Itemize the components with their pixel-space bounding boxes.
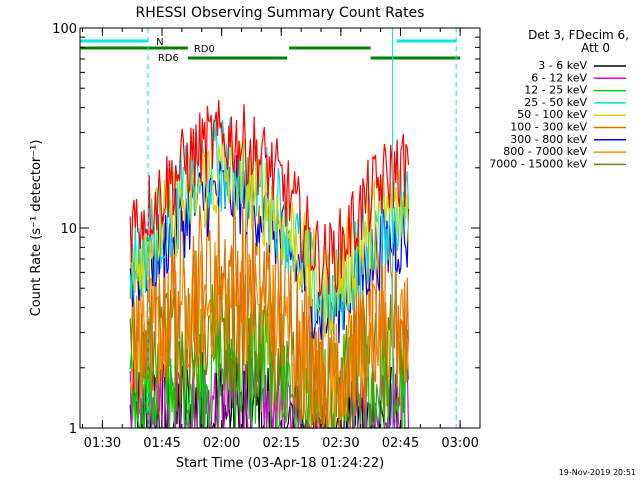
legend-label: 100 - 300 keV (510, 121, 587, 134)
x-tick-label: 02:30 (322, 436, 359, 451)
flag-label-rd6: RD6 (158, 53, 179, 64)
legend-label: 7000 - 15000 keV (489, 157, 587, 170)
y-axis-label: Count Rate (s⁻¹ detector⁻¹) (29, 140, 44, 317)
x-tick-label: 01:30 (84, 436, 121, 451)
x-tick-label: 03:00 (441, 436, 478, 451)
x-tick-label: 01:45 (143, 436, 180, 451)
legend-label: 12 - 25 keV (524, 84, 587, 97)
x-tick-label: 02:15 (263, 436, 300, 451)
footer-timestamp: 19-Nov-2019 20:51 (559, 468, 636, 477)
series-line-50-100-kev (130, 137, 410, 339)
y-tick-label: 100 (52, 22, 77, 37)
series-line-total (129, 99, 410, 297)
series-line-300-800-kev (129, 155, 410, 344)
y-tick-label: 10 (60, 222, 77, 237)
flags-layer: N RD0 RD6 (80, 37, 461, 64)
flag-label-rd0: RD0 (194, 44, 215, 55)
series-layer (129, 99, 410, 430)
chart-title: RHESSI Observing Summary Count Rates (136, 5, 425, 21)
x-axis-label: Start Time (03-Apr-18 01:24:22) (176, 456, 384, 471)
legend-label: 800 - 7000 keV (503, 145, 587, 158)
legend-label: 25 - 50 keV (524, 96, 587, 109)
x-tick-label: 02:45 (382, 436, 419, 451)
x-tick-label: 02:00 (203, 436, 240, 451)
legend-label: 300 - 800 keV (510, 133, 587, 146)
legend-label: 3 - 6 keV (538, 59, 587, 72)
legend-label: 6 - 12 keV (531, 71, 587, 84)
axes-layer: 01:30 01:45 02:00 02:15 02:30 02:45 03:00 1 10 10… (52, 22, 481, 451)
y-tick-label: 1 (69, 422, 77, 437)
vlines-layer (147, 28, 457, 428)
flag-label-n: N (156, 37, 163, 48)
legend-label: 50 - 100 keV (517, 108, 587, 121)
legend-header-line-1: Det 3, FDecim 6, (528, 28, 629, 42)
legend-header-line-2: Att 0 (581, 41, 610, 55)
